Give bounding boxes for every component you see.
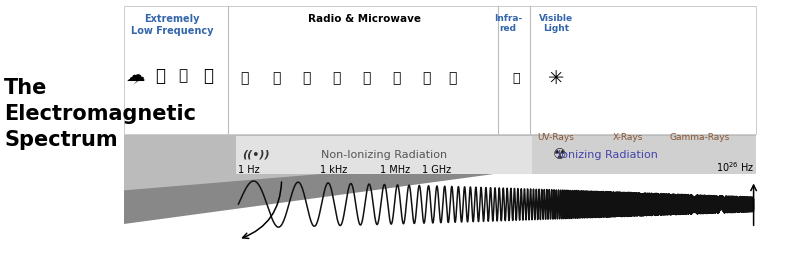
Text: UV-Rays: UV-Rays: [538, 133, 574, 142]
Text: ☢: ☢: [553, 147, 567, 162]
Text: ((•)): ((•)): [242, 150, 270, 160]
Text: 📶: 📶: [422, 71, 430, 85]
Text: 📡: 📡: [333, 71, 341, 85]
FancyBboxPatch shape: [124, 6, 756, 134]
Text: 📻: 📻: [240, 71, 248, 85]
FancyBboxPatch shape: [532, 136, 756, 174]
Text: 👁: 👁: [512, 72, 520, 85]
Text: 1 GHz: 1 GHz: [422, 165, 451, 175]
FancyBboxPatch shape: [236, 136, 532, 174]
Text: 📱: 📱: [393, 71, 401, 85]
Text: Extremely
Low Frequency: Extremely Low Frequency: [130, 14, 214, 36]
Text: X-Rays: X-Rays: [613, 133, 643, 142]
Text: 📺: 📺: [302, 71, 310, 85]
Text: Infra-
red: Infra- red: [494, 14, 522, 33]
Text: 📡: 📡: [362, 71, 370, 85]
Text: 💡: 💡: [155, 67, 165, 85]
Text: 🖥: 🖥: [272, 71, 280, 85]
Polygon shape: [124, 134, 756, 190]
Text: Radio & Microwave: Radio & Microwave: [307, 14, 421, 24]
Text: 👂: 👂: [448, 71, 456, 85]
Text: Visible
Light: Visible Light: [539, 14, 573, 33]
Text: The
Electromagnetic
Spectrum: The Electromagnetic Spectrum: [4, 78, 196, 150]
Text: Non-Ionizing Radiation: Non-Ionizing Radiation: [321, 150, 447, 160]
Text: 1 Hz: 1 Hz: [238, 165, 260, 175]
Text: 🔌: 🔌: [178, 68, 187, 83]
Text: ✳: ✳: [548, 69, 564, 88]
Text: $10^{26}$ Hz: $10^{26}$ Hz: [716, 160, 754, 174]
Text: 🗼: 🗼: [203, 67, 213, 85]
Text: 1 MHz: 1 MHz: [380, 165, 410, 175]
Text: ☁: ☁: [126, 66, 146, 85]
Text: Gamma-Rays: Gamma-Rays: [670, 133, 730, 142]
Polygon shape: [124, 134, 756, 224]
Text: ⚡: ⚡: [133, 76, 139, 86]
Text: Ionizing Radiation: Ionizing Radiation: [558, 150, 658, 160]
Text: 1 kHz: 1 kHz: [320, 165, 347, 175]
